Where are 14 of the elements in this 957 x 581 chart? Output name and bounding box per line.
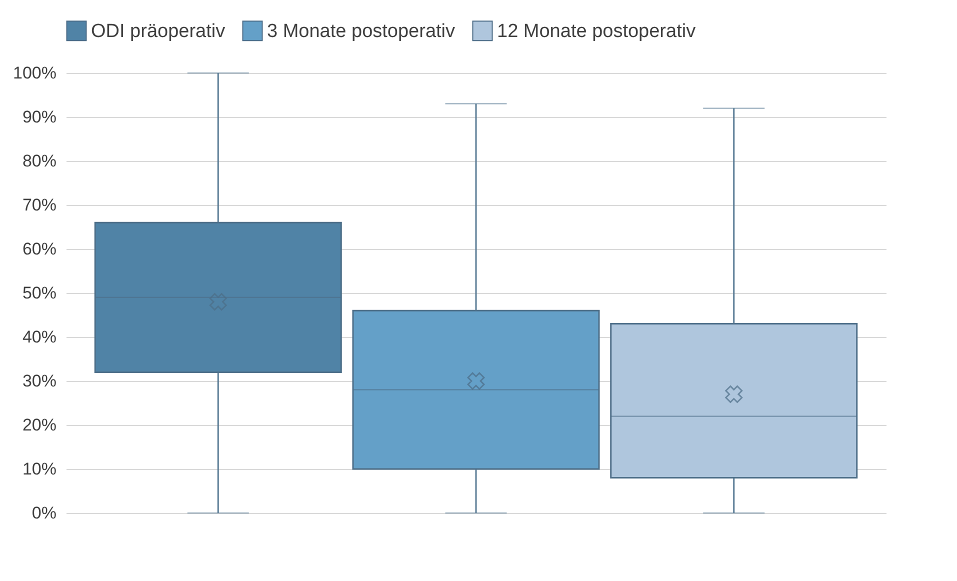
y-tick-label: 40% xyxy=(22,328,56,346)
y-tick-label: 60% xyxy=(22,240,56,258)
y-tick-label: 30% xyxy=(22,372,56,390)
legend-label: ODI präoperativ xyxy=(91,20,226,42)
y-tick-label: 20% xyxy=(22,416,56,434)
y-tick-label: 10% xyxy=(22,460,56,478)
y-tick-label: 80% xyxy=(22,152,56,170)
y-tick-label: 50% xyxy=(22,284,56,302)
legend-label: 3 Monate postoperativ xyxy=(267,20,456,42)
y-tick-label: 70% xyxy=(22,196,56,214)
y-tick-label: 100% xyxy=(13,64,56,82)
y-tick-label: 90% xyxy=(22,108,56,126)
legend-label: 12 Monate postoperativ xyxy=(497,20,696,42)
y-tick-label: 0% xyxy=(32,504,56,522)
